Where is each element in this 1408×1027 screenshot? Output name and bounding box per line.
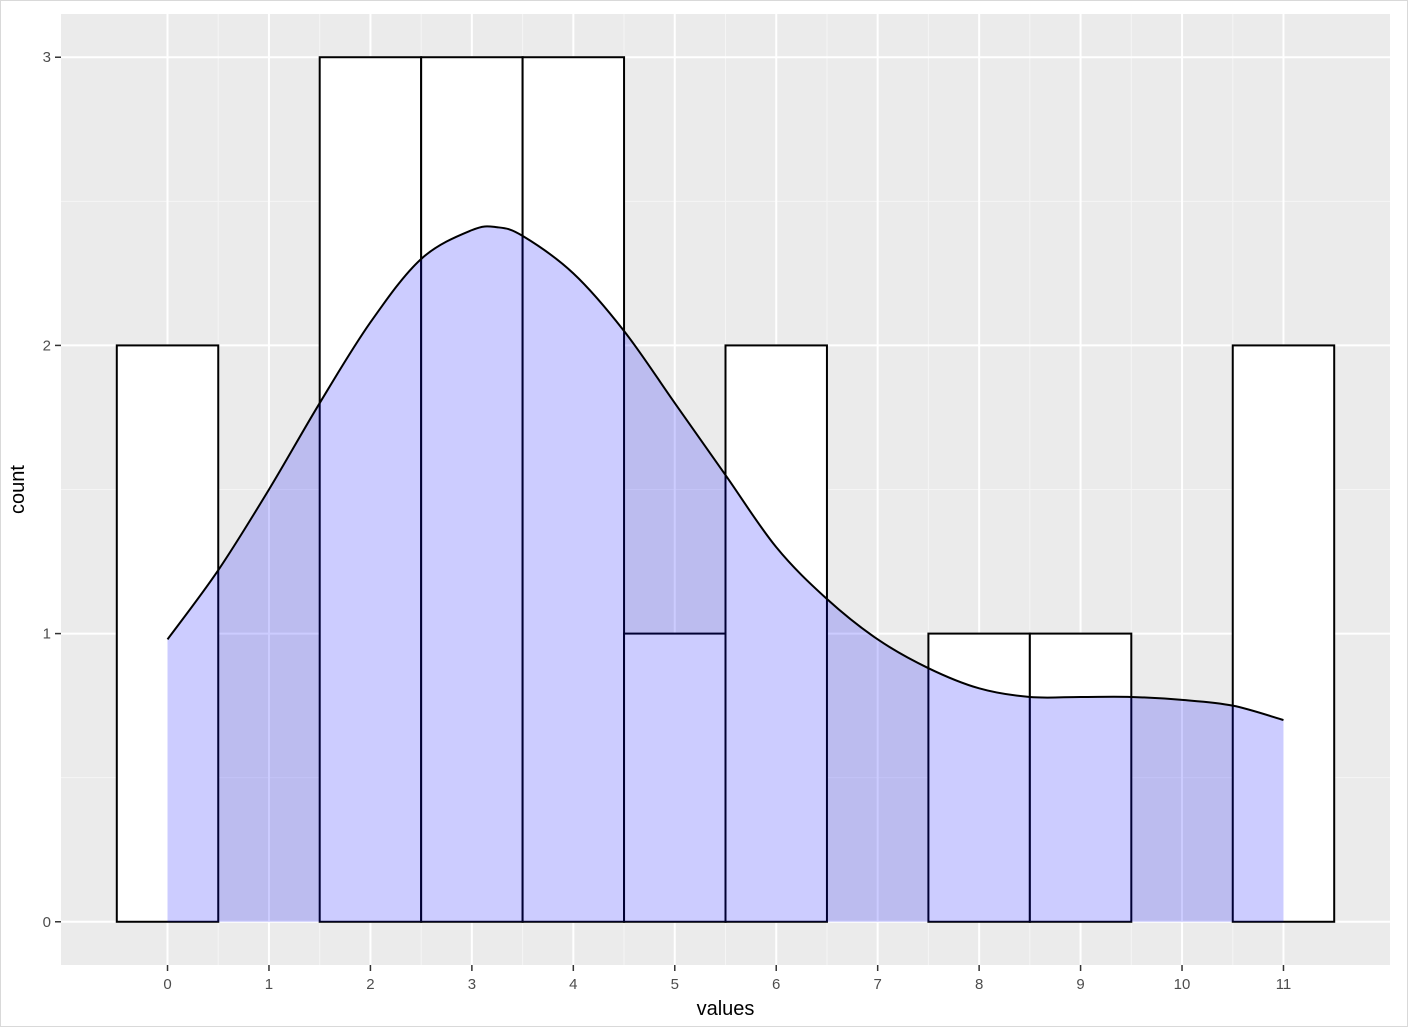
x-tick-label: 5 <box>671 976 679 993</box>
y-tick-label: 0 <box>43 914 51 931</box>
histogram-bar <box>623 632 727 923</box>
x-tick-label: 9 <box>1076 976 1084 993</box>
histogram-bars <box>115 56 1336 923</box>
x-axis: 0 1 2 3 4 5 6 7 8 9 10 11 <box>163 965 1291 993</box>
density-area <box>167 226 1284 922</box>
x-tick-label: 0 <box>163 976 171 993</box>
x-tick-label: 2 <box>366 976 374 993</box>
x-tick-label: 8 <box>975 976 983 993</box>
x-tick-label: 1 <box>265 976 273 993</box>
y-tick-label: 1 <box>43 626 51 643</box>
density-layer <box>166 225 1284 922</box>
y-tick-label: 3 <box>43 49 51 66</box>
histogram-bar <box>1028 632 1133 923</box>
x-tick-label: 10 <box>1174 976 1191 993</box>
x-tick-label: 3 <box>468 976 476 993</box>
histogram-bar <box>521 56 626 923</box>
histogram-bar <box>115 344 220 923</box>
y-axis-title: count <box>7 465 29 514</box>
x-axis-title: values <box>697 998 755 1020</box>
histogram-bar <box>318 56 423 923</box>
density-line <box>166 225 1284 722</box>
histogram-bar <box>927 632 1031 923</box>
histogram-bar <box>724 344 828 923</box>
x-tick-label: 11 <box>1276 976 1292 993</box>
histogram-bar <box>1231 344 1336 923</box>
x-tick-label: 7 <box>874 976 882 993</box>
y-axis: 0 1 2 3 <box>43 49 61 931</box>
y-tick-label: 2 <box>43 337 51 354</box>
x-tick-label: 6 <box>772 976 780 993</box>
x-tick-label: 4 <box>569 976 577 993</box>
